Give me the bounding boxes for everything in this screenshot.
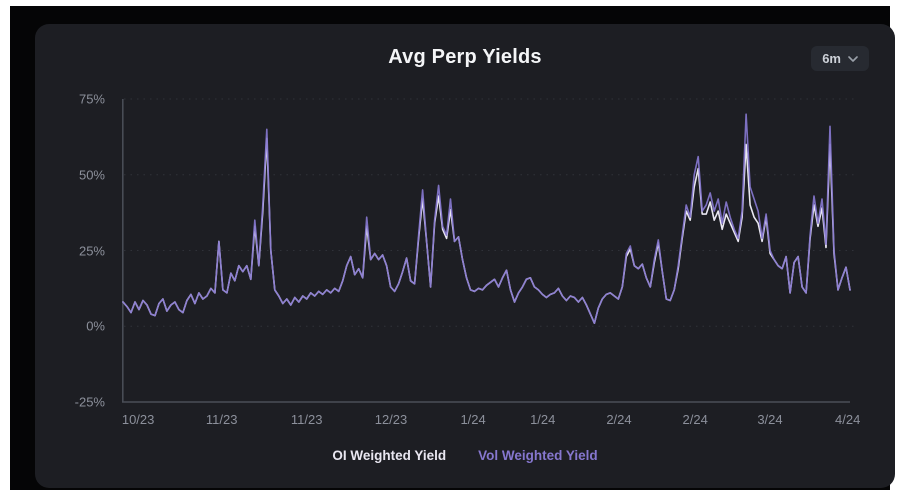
page-background: Avg Perp Yields 6m 75% 50% 25% 0% -25% 10/23…: [10, 6, 895, 490]
x-tick-label: 3/24: [757, 412, 783, 427]
x-axis-labels: 10/23 11/23 11/23 12/23 1/24 1/24 2/24 2/24 3/24…: [121, 412, 860, 432]
series-line-vol-weighted: [122, 113, 851, 324]
x-tick-label: 10/23: [121, 412, 155, 427]
x-tick-label: 2/24: [682, 412, 708, 427]
x-tick-label: 1/24: [530, 412, 556, 427]
x-tick-label: 11/23: [290, 412, 323, 427]
x-tick-label: 4/24: [835, 412, 861, 427]
y-tick-label: -25%: [74, 394, 105, 410]
chart-card: Avg Perp Yields 6m 75% 50% 25% 0% -25% 10/23…: [35, 24, 895, 488]
legend-item-oi-weighted-yield[interactable]: OI Weighted Yield: [332, 448, 447, 463]
x-tick-label: 2/24: [606, 412, 632, 427]
y-tick-label: 25%: [78, 243, 105, 258]
series-line-oi-weighted: [122, 137, 851, 324]
y-tick-label: 50%: [78, 167, 105, 183]
y-axis-labels: 75% 50% 25% 0% -25%: [35, 92, 113, 410]
x-tick-label: 12/23: [374, 412, 408, 427]
range-selector-button[interactable]: 6m: [811, 46, 869, 71]
x-tick-label: 1/24: [460, 412, 486, 427]
chevron-down-icon: [848, 55, 858, 62]
legend-item-vol-weighted-yield[interactable]: Vol Weighted Yield: [478, 448, 598, 463]
y-tick-label: 0%: [86, 318, 105, 334]
chart-legend: OI Weighted Yield Vol Weighted Yield: [35, 448, 895, 463]
page-title: Avg Perp Yields: [388, 46, 542, 68]
range-selector-label: 6m: [822, 51, 841, 66]
y-tick-label: 75%: [78, 91, 105, 107]
chart-plot-area[interactable]: [122, 98, 855, 403]
line-chart[interactable]: [122, 98, 855, 403]
x-tick-label: 11/23: [205, 412, 238, 427]
